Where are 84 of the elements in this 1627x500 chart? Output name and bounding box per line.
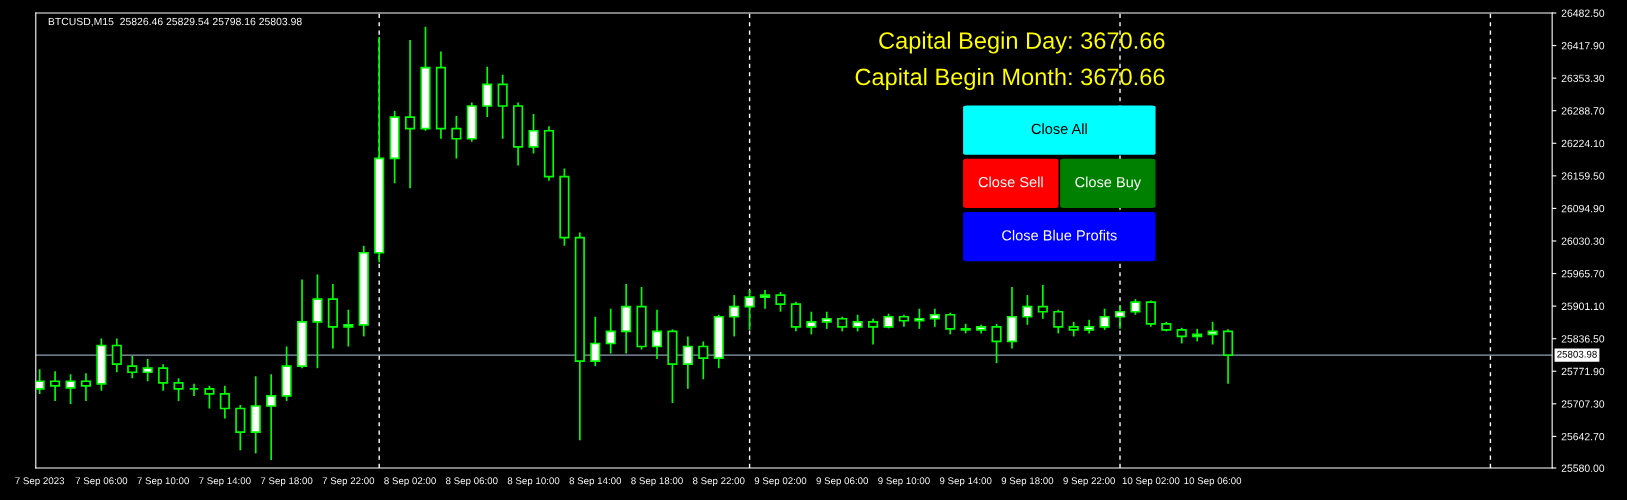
candlestick [1053, 308, 1064, 335]
candlestick [775, 291, 786, 313]
candlestick [219, 384, 230, 420]
candlestick [945, 311, 956, 336]
x-tick-label: 9 Sep 18:00 [1001, 477, 1054, 487]
y-tick-label: 25707.30 [1561, 400, 1605, 408]
candlestick [235, 404, 246, 452]
y-tick-label: 25836.50 [1561, 335, 1605, 343]
chart-title: BTCUSD,M15 25826.46 25829.54 25798.16 25803.98 [48, 17, 302, 27]
candlestick [158, 363, 169, 392]
y-tick-label: 26288.70 [1561, 107, 1605, 115]
candlestick [451, 115, 462, 160]
candlestick [790, 300, 801, 333]
x-tick-label: 9 Sep 14:00 [939, 477, 992, 487]
y-tick-label: 26353.30 [1561, 74, 1605, 83]
y-tick-label: 25965.70 [1561, 270, 1605, 278]
y-tick-label: 26094.90 [1561, 204, 1605, 213]
x-tick-label: 9 Sep 10:00 [878, 477, 930, 487]
candlestick [991, 322, 1002, 364]
y-tick-label: 26482.50 [1561, 9, 1605, 17]
x-tick-label: 8 Sep 14:00 [569, 477, 622, 487]
x-tick-label: 8 Sep 10:00 [507, 477, 560, 487]
x-tick-label: 8 Sep 06:00 [446, 477, 498, 487]
x-tick-label: 9 Sep 06:00 [816, 477, 869, 487]
candlestick [80, 372, 92, 402]
y-tick-label: 25642.70 [1561, 432, 1605, 441]
candlestick [204, 384, 215, 410]
candlestick [65, 373, 76, 405]
x-tick-label: 7 Sep 14:00 [199, 477, 251, 487]
candlestick [1099, 307, 1110, 331]
y-tick-label: 25771.90 [1561, 367, 1605, 376]
y-tick-label: 26417.90 [1561, 42, 1605, 50]
candlestick [698, 340, 709, 381]
y-tick-label: 26224.10 [1561, 139, 1605, 148]
x-tick-label: 7 Sep 10:00 [137, 477, 189, 487]
candlestick [867, 317, 879, 346]
candlestick [1222, 328, 1234, 385]
candlestick [1022, 294, 1033, 326]
candlestick [111, 337, 122, 374]
y-tick-label: 25901.10 [1561, 302, 1605, 310]
annotation: Capital Begin Day: 3670.66 [879, 31, 1165, 54]
x-tick-label: 7 Sep 18:00 [260, 477, 313, 487]
candlestick [50, 370, 61, 402]
candlestick [404, 39, 416, 190]
candlestick [651, 308, 663, 360]
y-tick-label: 26030.30 [1561, 237, 1605, 245]
candlestick [312, 273, 323, 370]
candlestick [929, 307, 940, 328]
candlestick [35, 368, 45, 395]
candlestick [266, 373, 277, 461]
candlestick [759, 289, 771, 310]
x-tick-label: 10 Sep 02:00 [1122, 477, 1180, 487]
candlestick [173, 377, 184, 402]
annotation: Capital Begin Month: 3670.66 [855, 67, 1165, 90]
candlestick [482, 65, 493, 118]
annotation: Close Buy [1075, 176, 1142, 191]
candlestick [1145, 299, 1156, 328]
annotation: Close Sell [978, 176, 1043, 188]
x-tick-label: 9 Sep 22:00 [1063, 477, 1115, 487]
x-tick-label: 7 Sep 2023 [15, 477, 65, 487]
candlestick [1037, 284, 1048, 320]
x-tick-label: 8 Sep 02:00 [384, 477, 436, 487]
candlestick [914, 307, 925, 330]
candlestick [590, 315, 601, 367]
x-tick-label: 7 Sep 06:00 [75, 477, 128, 487]
candlestick [127, 355, 138, 380]
x-tick-label: 10 Sep 06:00 [1184, 477, 1242, 487]
candlestick [142, 358, 153, 383]
candlestick [343, 308, 354, 348]
y-tick-label: 25580.00 [1561, 464, 1605, 472]
x-tick-label: 8 Sep 22:00 [692, 477, 745, 487]
candlestick [605, 307, 616, 355]
candlestick [806, 310, 817, 336]
x-tick-label: 8 Sep 18:00 [631, 477, 683, 487]
x-tick-label: 9 Sep 02:00 [754, 477, 807, 487]
candlestick [682, 335, 693, 390]
x-tick-label: 7 Sep 22:00 [322, 477, 375, 487]
candlestick [729, 294, 740, 338]
annotation: Close All [1031, 123, 1087, 135]
y-tick-label: 26159.50 [1561, 172, 1605, 180]
annotation: Close Blue Profits [1002, 229, 1117, 241]
candlestick [497, 73, 508, 140]
ref-line-label: 25803.98 [1557, 350, 1597, 358]
candlestick [528, 113, 539, 155]
